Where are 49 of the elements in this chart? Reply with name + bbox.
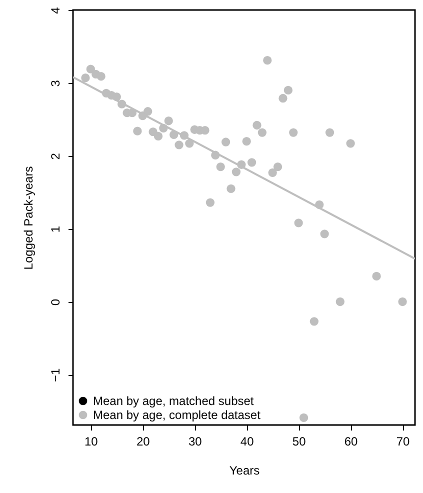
point bbox=[284, 86, 293, 95]
point bbox=[336, 297, 344, 306]
y-tick-label: 1 bbox=[48, 226, 62, 233]
point bbox=[325, 128, 334, 137]
point bbox=[273, 162, 282, 172]
point bbox=[221, 138, 230, 146]
point bbox=[252, 120, 262, 130]
point bbox=[144, 107, 152, 116]
point bbox=[216, 162, 225, 172]
point bbox=[154, 132, 163, 140]
point bbox=[96, 72, 106, 81]
y-tick-label: 2 bbox=[48, 152, 62, 160]
point bbox=[226, 184, 236, 194]
x-tick-label: 70 bbox=[396, 434, 410, 448]
point bbox=[164, 116, 173, 126]
point bbox=[242, 136, 251, 146]
x-tick-label: 30 bbox=[188, 434, 202, 448]
point bbox=[263, 56, 272, 65]
legend-label: Mean by age, matched subset bbox=[93, 394, 254, 408]
point bbox=[346, 139, 355, 148]
point bbox=[299, 413, 308, 422]
y-tick-label: 0 bbox=[48, 298, 62, 306]
point bbox=[268, 168, 277, 177]
legend-label: Mean by age, complete dataset bbox=[93, 408, 262, 422]
point bbox=[289, 128, 298, 137]
y-axis-title: Logged Pack-years bbox=[22, 166, 36, 270]
point bbox=[232, 168, 241, 176]
y-tick-label: −1 bbox=[48, 368, 62, 382]
x-tick-label: 50 bbox=[292, 434, 306, 448]
point bbox=[86, 64, 95, 74]
point bbox=[310, 317, 318, 326]
x-tick-label: 10 bbox=[84, 434, 98, 448]
point bbox=[372, 272, 381, 281]
x-tick-label: 60 bbox=[344, 434, 358, 448]
point bbox=[294, 218, 303, 228]
point bbox=[133, 126, 142, 136]
point bbox=[174, 140, 184, 150]
point bbox=[258, 128, 267, 137]
y-tick-label: 4 bbox=[48, 6, 62, 14]
x-axis-title: Years bbox=[229, 464, 260, 478]
y-tick-label: 3 bbox=[48, 80, 62, 87]
x-tick-label: 40 bbox=[240, 434, 254, 448]
point bbox=[278, 94, 288, 103]
point bbox=[206, 198, 215, 207]
point bbox=[81, 74, 90, 82]
point bbox=[247, 158, 256, 167]
point bbox=[320, 230, 329, 238]
point bbox=[398, 297, 407, 306]
x-tick-label: 20 bbox=[136, 434, 150, 448]
